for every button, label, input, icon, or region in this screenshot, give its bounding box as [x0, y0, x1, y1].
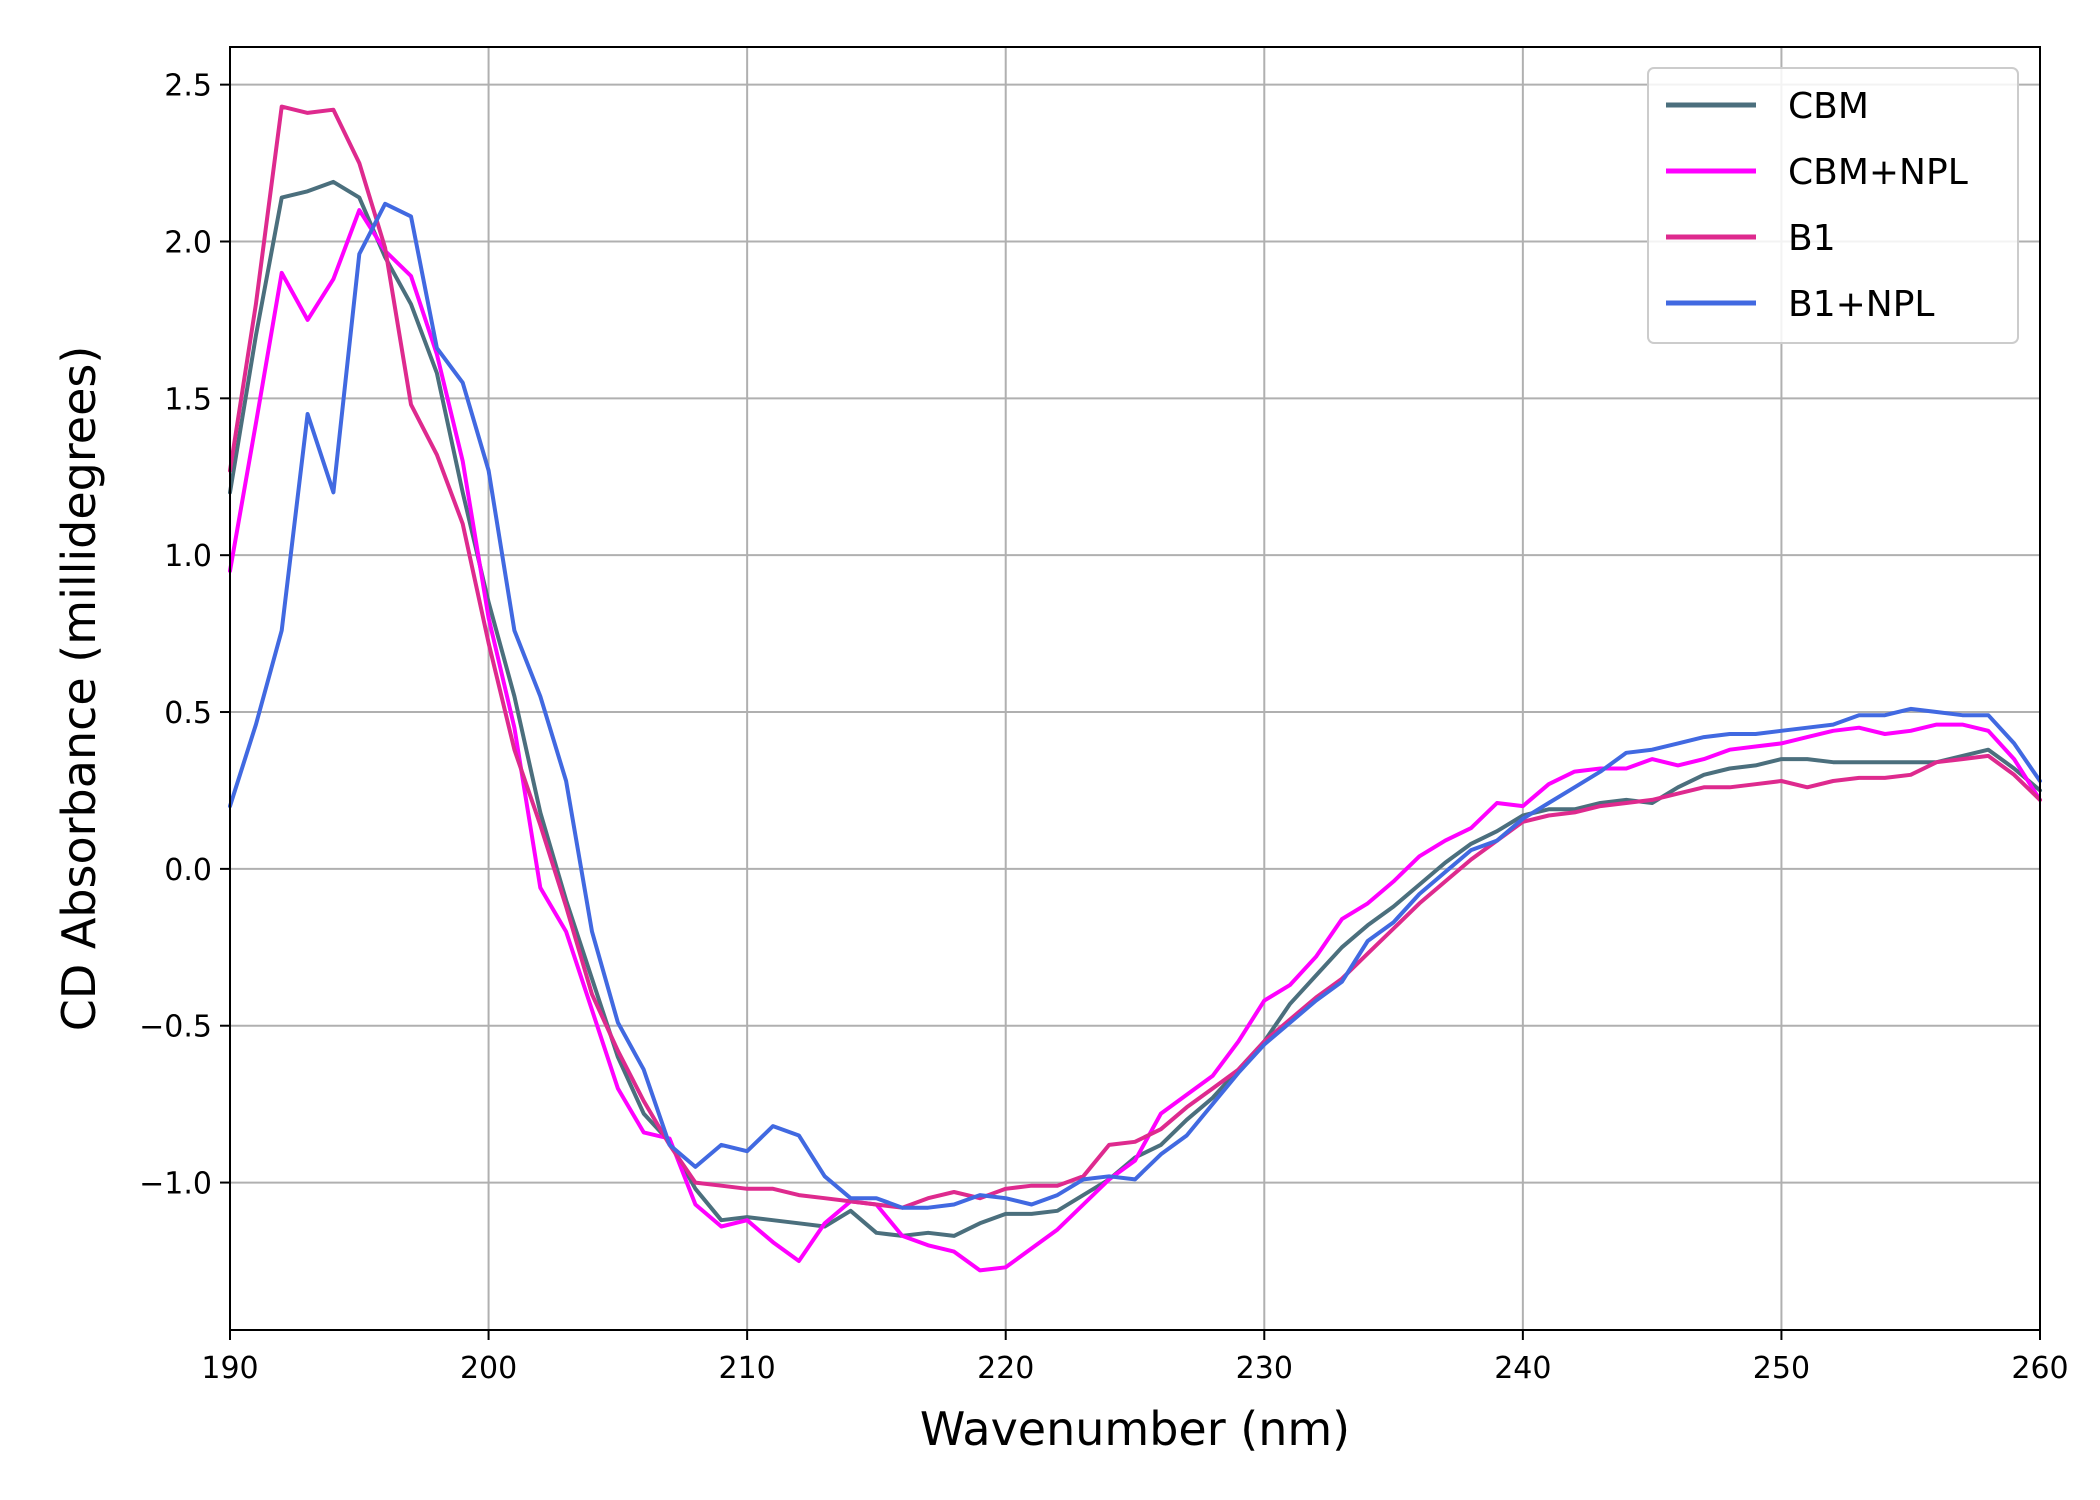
x-tick-label: 190: [201, 1351, 258, 1386]
axis-ticks: 190 200 210 220 230 240 250 260 −1.0 −0.5 0.0 0.5 1.…: [139, 69, 2068, 1386]
series-line-b1: [228, 104, 2042, 1210]
y-tick-label: 2.0: [164, 225, 212, 260]
y-tick-label: 1.0: [164, 539, 212, 574]
y-tick-label: −1.0: [139, 1167, 212, 1202]
legend: CBM CBM+NPL B1 B1+NPL: [1647, 67, 2019, 344]
series-line-cbm-plus-npl: [228, 208, 2042, 1273]
y-axis-label: CD Absorbance (millidegrees): [52, 346, 106, 1032]
x-axis-label: Wavenumber (nm): [920, 1402, 1350, 1456]
x-tick-label: 250: [1753, 1351, 1810, 1386]
y-tick-label: 0.5: [164, 696, 212, 731]
legend-label: B1+NPL: [1788, 284, 1934, 325]
y-tick-label: 0.0: [164, 853, 212, 888]
y-tick-label: 1.5: [164, 382, 212, 417]
x-tick-label: 240: [1494, 1351, 1551, 1386]
legend-label: CBM+NPL: [1788, 152, 1968, 193]
data-series: [228, 104, 2042, 1273]
legend-label: B1: [1788, 218, 1836, 259]
x-tick-label: 200: [460, 1351, 517, 1386]
plot-frame: [229, 46, 2041, 1331]
y-tick-label: 2.5: [164, 69, 212, 104]
series-line-b1-plus-npl: [228, 201, 2042, 1210]
legend-box: [1647, 67, 2019, 344]
legend-label: CBM: [1788, 86, 1869, 127]
x-tick-label: 210: [719, 1351, 776, 1386]
x-tick-label: 230: [1236, 1351, 1293, 1386]
x-tick-label: 220: [977, 1351, 1034, 1386]
x-tick-label: 260: [2011, 1351, 2068, 1386]
y-tick-label: −0.5: [139, 1010, 212, 1045]
